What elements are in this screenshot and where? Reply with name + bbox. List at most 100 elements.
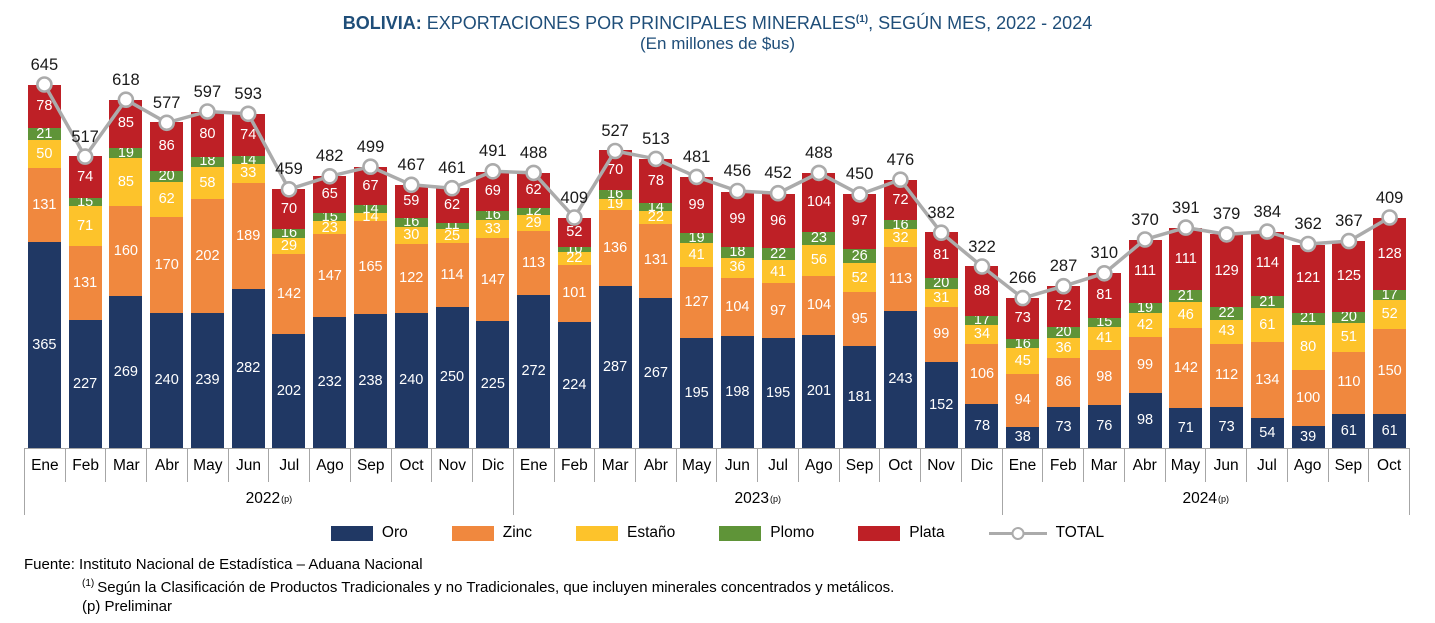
segment-value-label: 18 bbox=[729, 244, 746, 261]
segment-value-label: 201 bbox=[806, 383, 832, 400]
stacked-bar: 232 147 23 15 65 bbox=[313, 176, 347, 448]
bar-segment-oro: 224 bbox=[557, 321, 591, 448]
month-label: Jun bbox=[229, 449, 270, 482]
footnote-1-superscript: (1) bbox=[82, 578, 95, 589]
stacked-bar: 61 150 52 17 128 bbox=[1373, 218, 1407, 448]
bar-segment-zinc: 94 bbox=[1006, 373, 1040, 427]
stacked-bar: 195 127 41 19 99 bbox=[680, 176, 714, 448]
month-label: Sep bbox=[1329, 449, 1370, 482]
month-label: Oct bbox=[1369, 449, 1410, 482]
month-label: Abr bbox=[147, 449, 188, 482]
stacked-bar: 240 122 30 16 59 bbox=[394, 184, 428, 448]
bar-segment-oro: 267 bbox=[639, 297, 673, 448]
bar-segment-oro: 61 bbox=[1332, 413, 1366, 448]
bar-segment-estano: 62 bbox=[150, 181, 184, 217]
segment-value-label: 97 bbox=[851, 212, 868, 229]
bar-segment-plomo: 15 bbox=[1087, 315, 1121, 329]
stacked-bar: 76 98 41 15 81 bbox=[1087, 272, 1121, 448]
bar-segment-estano: 52 bbox=[1373, 299, 1407, 330]
segment-value-label: 36 bbox=[1055, 340, 1072, 356]
segment-value-label: 61 bbox=[1381, 422, 1398, 439]
month-label: Ene bbox=[514, 449, 555, 482]
bar-column-17: 195 127 41 19 99 bbox=[676, 76, 717, 448]
bar-segment-zinc: 127 bbox=[680, 266, 714, 339]
legend-item-plata: Plata bbox=[858, 524, 945, 542]
bar-segment-plata: 69 bbox=[476, 171, 510, 211]
month-label: May bbox=[1166, 449, 1207, 482]
bar-segment-estano: 31 bbox=[924, 289, 958, 307]
bar-segment-plomo: 19 bbox=[680, 231, 714, 245]
year-superscript: (p) bbox=[769, 493, 781, 504]
segment-value-label: 59 bbox=[403, 193, 420, 210]
bar-segment-plomo: 17 bbox=[965, 313, 999, 327]
bar-segment-plata: 104 bbox=[802, 173, 836, 232]
bar-column-31: 54 134 61 21 114 bbox=[1247, 76, 1288, 448]
segment-value-label: 22 bbox=[1218, 305, 1235, 322]
segment-value-label: 195 bbox=[766, 384, 791, 401]
bar-segment-plomo: 12 bbox=[517, 204, 551, 218]
bar-column-33: 61 110 51 20 125 bbox=[1329, 76, 1370, 448]
bar-segment-plata: 81 bbox=[924, 232, 958, 278]
stacked-bar: 98 99 42 19 111 bbox=[1128, 240, 1162, 448]
stacked-bar: 201 104 56 23 104 bbox=[802, 173, 836, 448]
segment-value-label: 20 bbox=[158, 168, 175, 185]
segment-value-label: 134 bbox=[1255, 371, 1280, 388]
month-label: Ene bbox=[1003, 449, 1044, 482]
year-text: 2024 bbox=[1182, 489, 1218, 507]
bar-column-9: 238 165 14 14 67 bbox=[350, 76, 391, 448]
segment-value-label: 67 bbox=[362, 177, 379, 194]
bar-segment-oro: 54 bbox=[1250, 417, 1284, 448]
segment-value-label: 150 bbox=[1377, 363, 1402, 380]
segment-value-label: 86 bbox=[1055, 374, 1072, 391]
bar-segment-estano: 42 bbox=[1128, 313, 1162, 337]
segment-value-label: 113 bbox=[522, 254, 546, 271]
bar-segment-plata: 81 bbox=[1087, 272, 1121, 319]
legend-label: Estaño bbox=[627, 524, 676, 541]
stacked-bar: 365 131 50 21 78 bbox=[27, 84, 61, 448]
year-superscript: (p) bbox=[1218, 493, 1230, 504]
segment-value-label: 225 bbox=[480, 376, 505, 393]
bar-segment-oro: 239 bbox=[190, 313, 224, 448]
segment-value-label: 45 bbox=[1014, 352, 1031, 369]
month-label: Sep bbox=[840, 449, 881, 482]
bar-segment-plomo: 19 bbox=[1128, 301, 1162, 315]
segment-value-label: 104 bbox=[725, 298, 750, 315]
bar-segment-zinc: 101 bbox=[557, 264, 591, 322]
segment-value-label: 121 bbox=[1296, 270, 1321, 287]
bar-segment-estano: 71 bbox=[68, 206, 102, 247]
bar-column-5: 239 202 58 18 80 bbox=[187, 76, 228, 448]
month-label: Sep bbox=[351, 449, 392, 482]
segment-value-label: 51 bbox=[1340, 329, 1357, 345]
segment-value-label: 78 bbox=[973, 417, 991, 434]
month-label: Jun bbox=[1206, 449, 1248, 482]
segment-value-label: 30 bbox=[403, 227, 420, 244]
bar-segment-plomo: 17 bbox=[1373, 288, 1407, 302]
segment-value-label: 122 bbox=[399, 270, 424, 287]
segment-value-label: 85 bbox=[117, 115, 134, 132]
legend-label: Plomo bbox=[770, 524, 815, 541]
segment-value-label: 23 bbox=[810, 229, 827, 246]
segment-value-label: 21 bbox=[1300, 310, 1317, 327]
segment-value-label: 170 bbox=[154, 256, 179, 273]
segment-value-label: 101 bbox=[562, 285, 587, 302]
page-subtitle: (En millones de $us) bbox=[640, 34, 795, 53]
segment-value-label: 19 bbox=[117, 144, 134, 161]
segment-value-label: 202 bbox=[195, 248, 220, 265]
stacked-bar: 243 113 32 16 72 bbox=[883, 179, 917, 448]
bar-segment-plata: 125 bbox=[1332, 241, 1366, 312]
bar-segment-plomo: 14 bbox=[639, 200, 673, 214]
bar-segment-plomo: 20 bbox=[150, 168, 184, 185]
stacked-bar: 225 147 33 16 69 bbox=[476, 171, 510, 448]
month-label: Nov bbox=[432, 449, 474, 482]
legend-item-estano: Estaño bbox=[576, 524, 675, 542]
segment-value-label: 52 bbox=[851, 269, 868, 286]
bar-segment-zinc: 122 bbox=[394, 243, 428, 313]
year-text: 2023 bbox=[734, 489, 769, 507]
segment-value-label: 147 bbox=[317, 267, 342, 284]
month-label: Ago bbox=[310, 449, 351, 482]
month-label: Oct bbox=[392, 449, 433, 482]
legend-swatch-plomo bbox=[719, 525, 762, 541]
segment-value-label: 15 bbox=[1096, 314, 1113, 331]
month-label: Dic bbox=[962, 449, 1003, 482]
bar-segment-zinc: 136 bbox=[598, 209, 632, 287]
